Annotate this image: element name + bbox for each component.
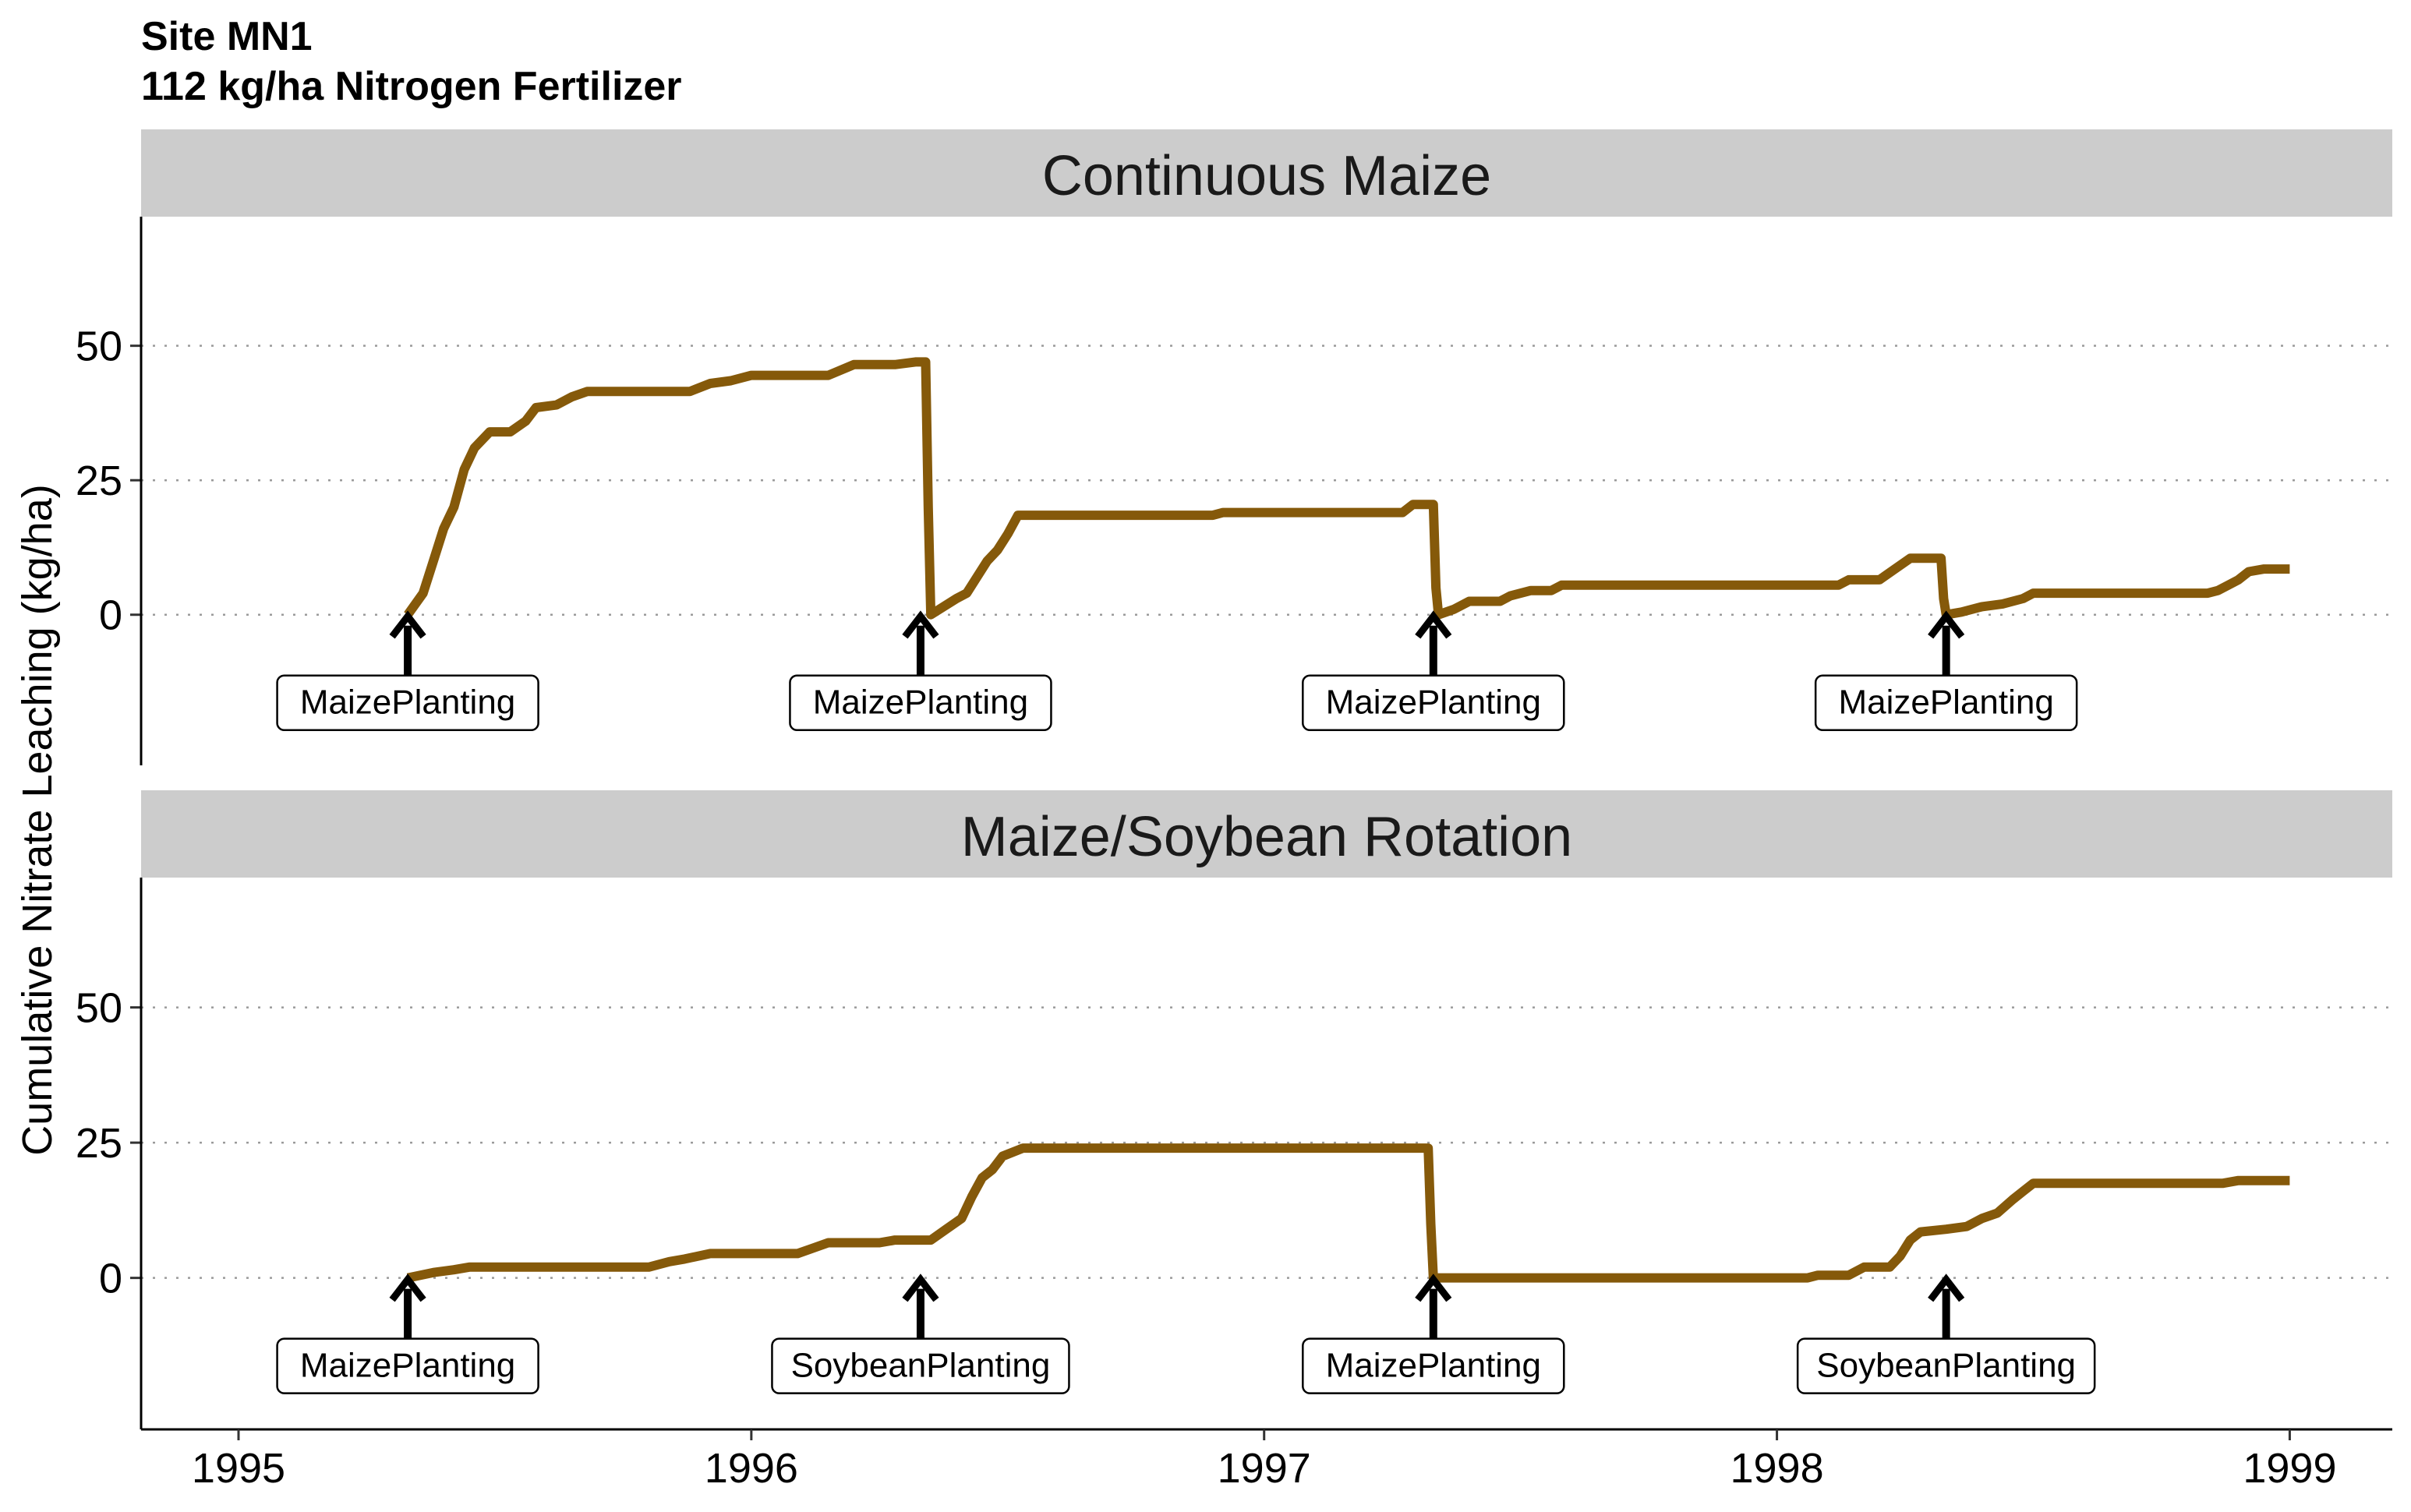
planting-annotation: MaizePlanting: [276, 1274, 539, 1394]
annotation-label: MaizePlanting: [813, 684, 1028, 722]
planting-annotation: MaizePlanting: [1302, 610, 1565, 731]
planting-annotation: SoybeanPlanting: [771, 1274, 1070, 1394]
x-tick-label: 1997: [1218, 1445, 1311, 1492]
y-tick-label: 0: [99, 1256, 122, 1302]
chart-title: Site MN1: [141, 14, 313, 59]
annotation-label-box: [276, 674, 539, 731]
arrow-up-icon: [1415, 610, 1452, 639]
annotation-label-box: [1302, 1337, 1565, 1394]
planting-annotation: MaizePlanting: [1814, 610, 2078, 731]
annotation-label-box: [1796, 1337, 2096, 1394]
x-tick-label: 1996: [705, 1445, 798, 1492]
panel-bottom-plot: 0 25 50 MaizePlanting SoybeanPlanting MaizePl…: [76, 878, 2392, 1429]
annotation-label: MaizePlanting: [1838, 684, 2053, 722]
arrow-up-icon: [1928, 610, 1965, 639]
y-tick-label: 0: [99, 592, 122, 639]
y-tick-label: 50: [76, 323, 122, 370]
annotation-label: SoybeanPlanting: [1816, 1347, 2076, 1385]
annotation-label: SoybeanPlanting: [791, 1347, 1051, 1385]
annotation-label: MaizePlanting: [1326, 1347, 1541, 1385]
series-line: [406, 1143, 2290, 1283]
annotation-label-box: [1814, 674, 2078, 731]
y-tick-label: 25: [76, 457, 122, 504]
arrow-up-icon: [1415, 1274, 1452, 1302]
panel-bottom: Maize/Soybean Rotation 0 25 50 MaizePlantin…: [76, 790, 2392, 1429]
annotation-label-box: [1302, 674, 1565, 731]
x-axis: 1995 1996 1997 1998 1999: [141, 1428, 2392, 1492]
x-tick-label: 1995: [192, 1445, 285, 1492]
x-tick-label: 1998: [1730, 1445, 1823, 1492]
annotation-label-box: [789, 674, 1052, 731]
x-tick-label: 1999: [2243, 1445, 2336, 1492]
panel-top-plot: 0 25 50 MaizePlanting MaizePlanting MaizePlan…: [76, 217, 2392, 765]
arrow-up-icon: [902, 1274, 939, 1302]
planting-annotation: MaizePlanting: [276, 610, 539, 731]
panel-top-strip-label: Continuous Maize: [1042, 145, 1491, 207]
arrow-up-icon: [902, 610, 939, 639]
annotation-label: MaizePlanting: [300, 1347, 515, 1385]
annotation-label-box: [276, 1337, 539, 1394]
arrow-up-icon: [389, 610, 426, 639]
planting-annotation: MaizePlanting: [789, 610, 1052, 731]
annotation-label-box: [771, 1337, 1070, 1394]
arrow-up-icon: [1928, 1274, 1965, 1302]
arrow-up-icon: [389, 1274, 426, 1302]
panel-bottom-strip: [141, 790, 2392, 878]
panel-top: Continuous Maize 0 25 50 MaizePlanting Maize…: [76, 129, 2392, 765]
planting-annotation: SoybeanPlanting: [1796, 1274, 2096, 1394]
panel-top-strip: [141, 129, 2392, 217]
annotation-label: MaizePlanting: [300, 684, 515, 722]
annotation-label: MaizePlanting: [1326, 684, 1541, 722]
y-tick-label: 25: [76, 1120, 122, 1167]
panel-bottom-strip-label: Maize/Soybean Rotation: [961, 806, 1572, 868]
planting-annotation: MaizePlanting: [1302, 1274, 1565, 1394]
series-line: [404, 357, 2290, 620]
y-axis-title: Cumulative Nitrate Leaching (kg/ha): [14, 484, 61, 1155]
y-tick-label: 50: [76, 985, 122, 1032]
chart-subtitle: 112 kg/ha Nitrogen Fertilizer: [141, 64, 682, 109]
